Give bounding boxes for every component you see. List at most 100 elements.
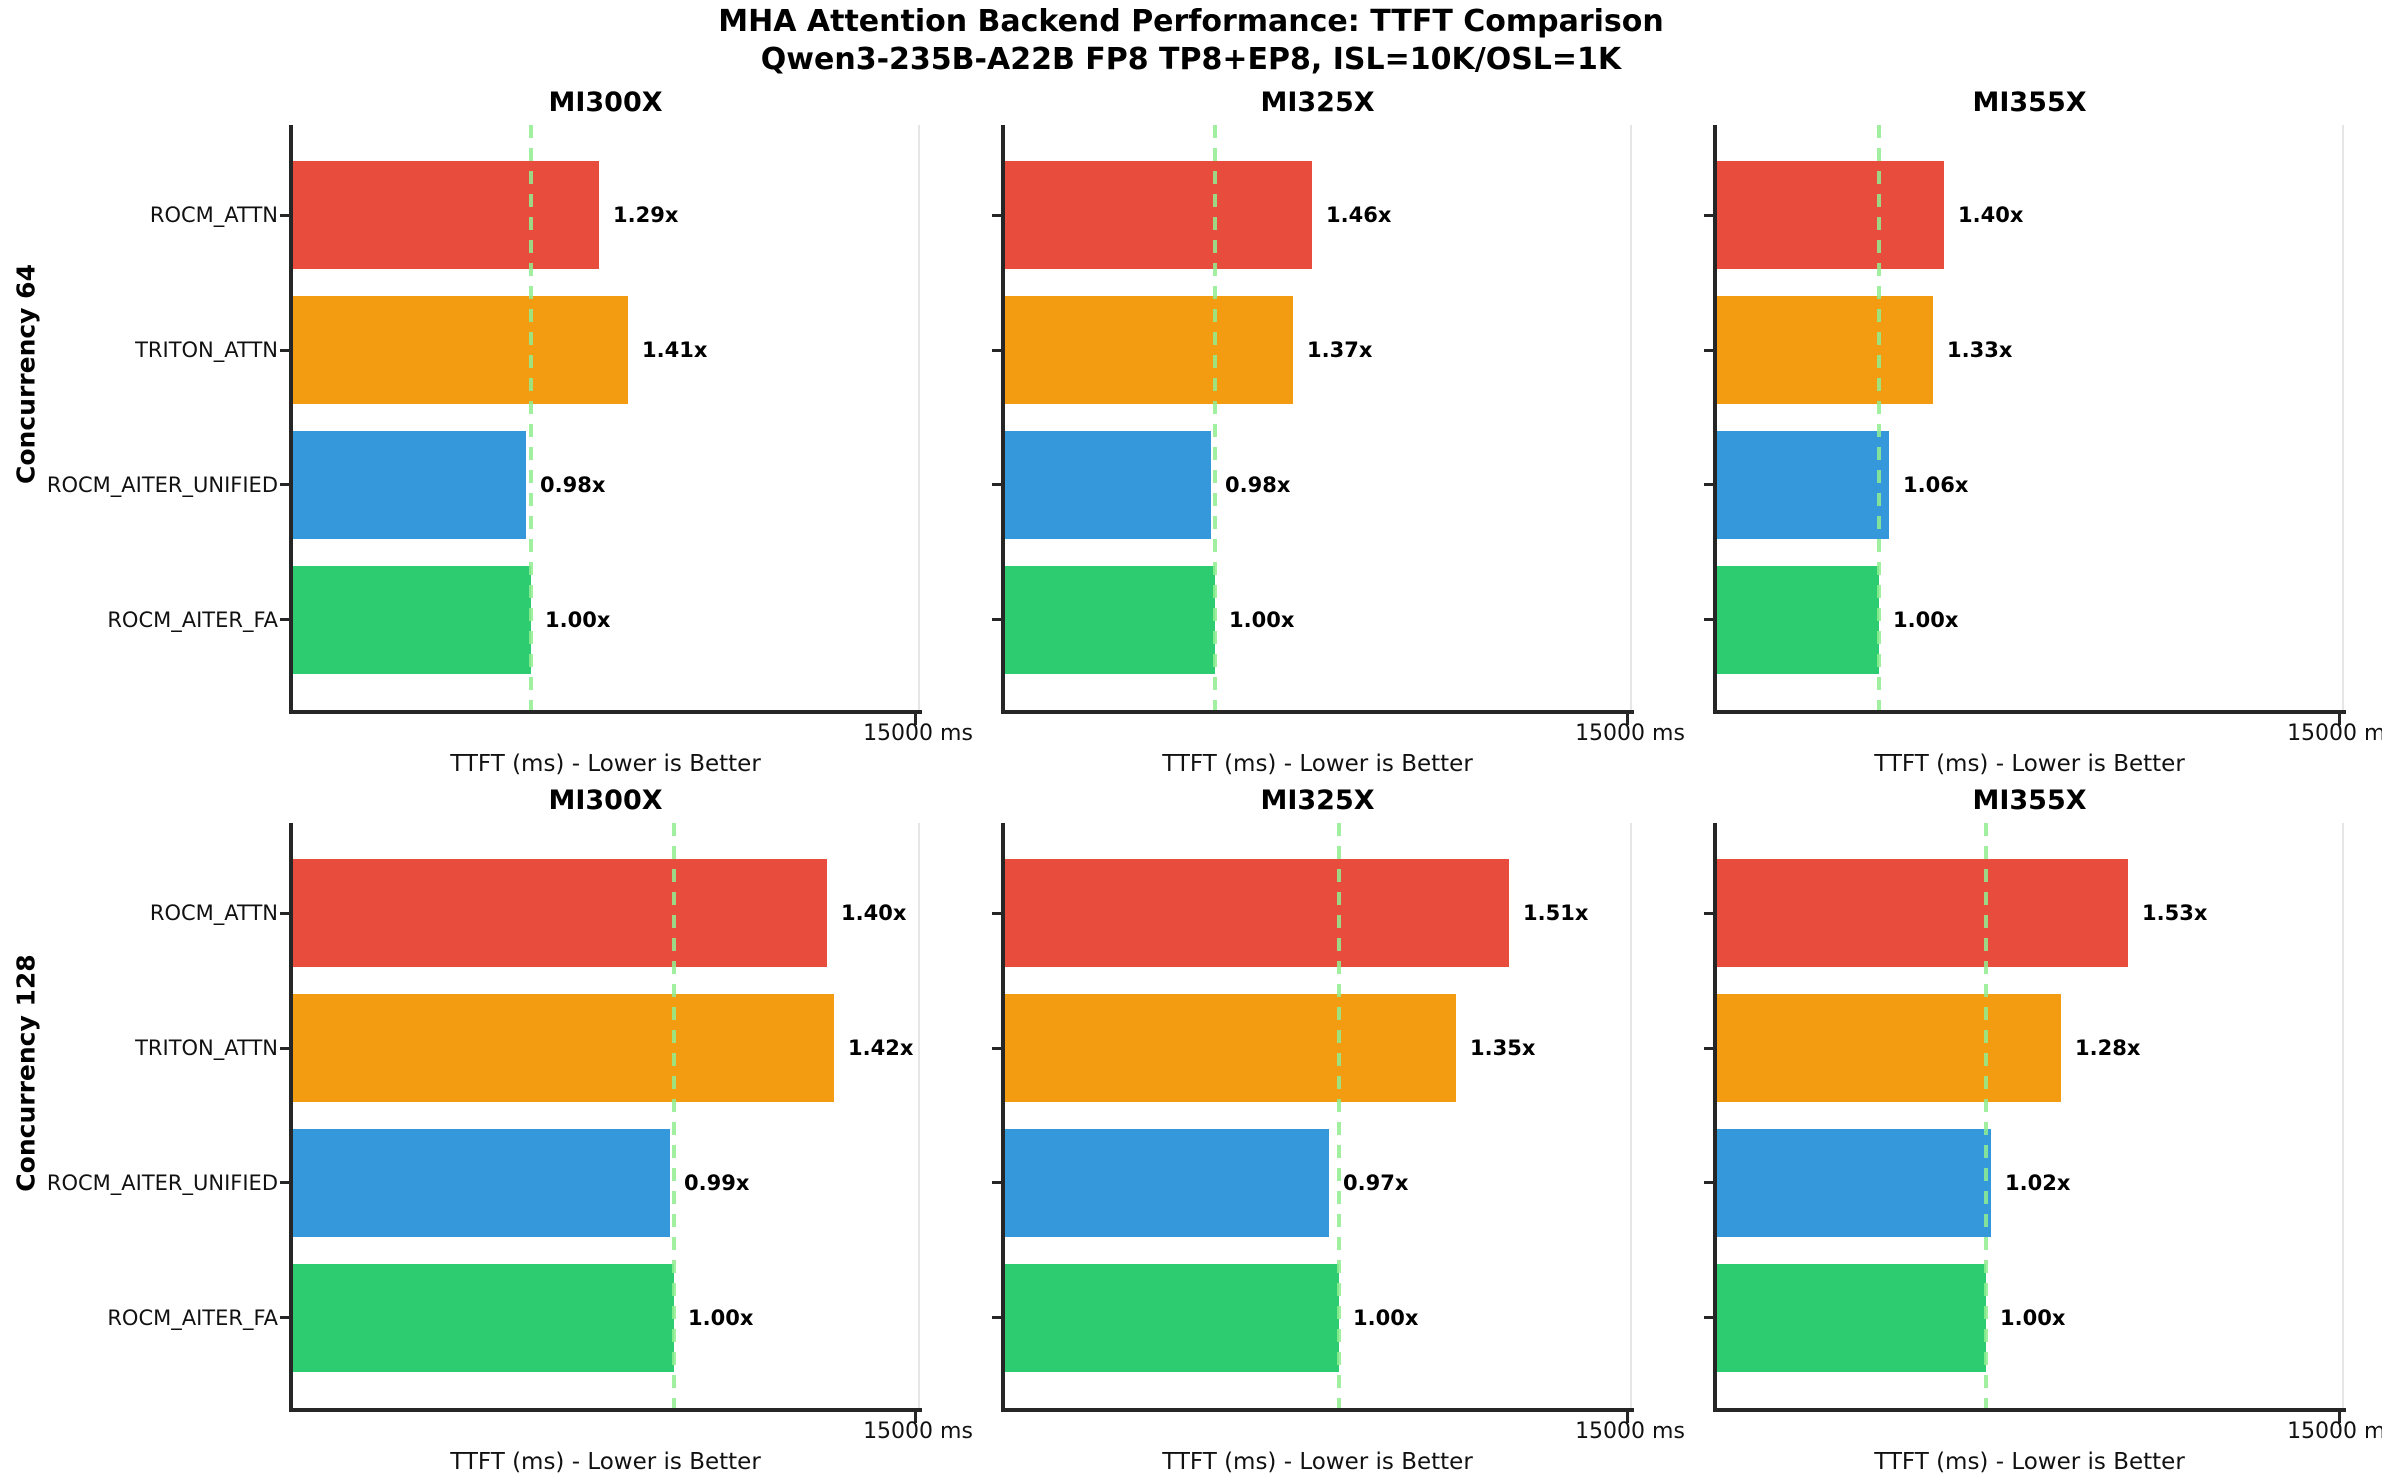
x-tick-label: 15000 ms (1575, 721, 1685, 746)
bar-value-label: 1.41x (642, 338, 708, 362)
y-tick-label-rocm_aiter_unified: ROCM_AITER_UNIFIED (46, 473, 278, 497)
subplot-mi355x-concurrency128: MI355X 1.53x 1.28x 1.02x 1.00x 15000 ms TTF… (1704, 785, 2382, 1475)
x-tick-label: 15000 ms (2287, 721, 2382, 746)
chart-subtitle: Qwen3-235B-A22B FP8 TP8+EP8, ISL=10K/OSL… (760, 42, 1622, 77)
bar-value-label: 1.35x (1470, 1036, 1536, 1060)
bar-rocm_aiter_fa (1717, 566, 1879, 674)
y-tick-label-rocm_attn: ROCM_ATTN (149, 203, 278, 227)
y-tick (280, 1047, 289, 1050)
plot-area: 1.53x 1.28x 1.02x 1.00x (1704, 823, 2346, 1423)
plot-area: 1.40x 1.33x 1.06x 1.00x (1704, 125, 2346, 725)
bar-rocm_aiter_unified (293, 1129, 670, 1237)
bar-rocm_attn (1717, 859, 2128, 967)
subplot-mi325x-concurrency128: MI325X 1.51x 1.35x 0.97x 1.00x 15000 ms TTF… (992, 785, 1685, 1475)
subplot-mi325x-concurrency64: MI325X 1.46x 1.37x 0.98x 1.00x 15000 ms TTF… (992, 87, 1685, 777)
bar-value-label: 1.02x (2005, 1171, 2071, 1195)
bar-triton_attn (293, 296, 628, 404)
chart-title: MHA Attention Backend Performance: TTFT … (718, 4, 1664, 39)
y-tick-label-rocm_aiter_fa: ROCM_AITER_FA (107, 1306, 278, 1330)
baseline-dashed-line (672, 823, 676, 1408)
bar-rocm_aiter_fa (1005, 1264, 1339, 1372)
bar-rocm_aiter_unified (1005, 431, 1211, 539)
y-tick (280, 912, 289, 915)
bar-value-label: 0.98x (1225, 473, 1291, 497)
bottom-spine (1001, 1408, 1634, 1412)
subplot-title: MI300X (548, 785, 663, 816)
y-tick-label-triton_attn: TRITON_ATTN (135, 338, 278, 362)
bar-triton_attn (293, 994, 834, 1102)
x-tick-label: 15000 ms (1575, 1419, 1685, 1444)
y-tick (992, 618, 1001, 621)
bar-value-label: 1.00x (1229, 608, 1295, 632)
left-spine (1713, 823, 1717, 1412)
subplot-title: MI325X (1260, 785, 1375, 816)
left-spine (1001, 823, 1005, 1412)
bar-value-label: 1.00x (2000, 1306, 2066, 1330)
subplot-title: MI325X (1260, 87, 1375, 118)
baseline-dashed-line (529, 125, 533, 710)
bottom-spine (289, 710, 922, 714)
bar-value-label: 1.00x (688, 1306, 754, 1330)
right-spine (1630, 125, 1632, 710)
bar-rocm_attn (293, 161, 599, 269)
bar-value-label: 1.00x (1893, 608, 1959, 632)
bar-triton_attn (1717, 994, 2061, 1102)
x-tick-label: 15000 ms (2287, 1419, 2382, 1444)
subplot-title: MI355X (1972, 87, 2087, 118)
plot-area: 1.40x ROCM_ATTN 1.42x TRITON_ATTN 0.99x ROCM_… (47, 823, 922, 1423)
x-tick-label: 15000 ms (863, 1419, 973, 1444)
bottom-spine (1713, 710, 2346, 714)
y-tick (1704, 618, 1713, 621)
bar-rocm_aiter_fa (1005, 566, 1215, 674)
bar-value-label: 1.29x (613, 203, 679, 227)
plot-area: 1.29x ROCM_ATTN 1.41x TRITON_ATTN 0.98x ROCM_… (47, 125, 922, 725)
bottom-spine (1713, 1408, 2346, 1412)
y-tick (992, 349, 1001, 352)
bar-value-label: 0.97x (1343, 1171, 1409, 1195)
x-tick (914, 714, 917, 725)
y-tick (280, 214, 289, 217)
left-spine (289, 125, 293, 714)
bar-value-label: 1.28x (2075, 1036, 2141, 1060)
subplot-title: MI300X (548, 87, 663, 118)
bar-rocm_attn (1005, 859, 1509, 967)
y-tick-label-rocm_aiter_fa: ROCM_AITER_FA (107, 608, 278, 632)
bar-triton_attn (1005, 994, 1456, 1102)
y-tick (1704, 483, 1713, 486)
plot-area: 1.51x 1.35x 0.97x 1.00x (992, 823, 1634, 1423)
right-spine (2342, 823, 2344, 1408)
bar-value-label: 1.42x (848, 1036, 914, 1060)
subplot-title: MI355X (1972, 785, 2087, 816)
left-spine (1001, 125, 1005, 714)
x-tick (1626, 714, 1629, 725)
bar-value-label: 1.33x (1947, 338, 2013, 362)
y-tick (280, 1316, 289, 1319)
bar-triton_attn (1005, 296, 1293, 404)
plot-area: 1.46x 1.37x 0.98x 1.00x (992, 125, 1634, 725)
y-tick (1704, 1316, 1713, 1319)
y-tick-label-rocm_aiter_unified: ROCM_AITER_UNIFIED (46, 1171, 278, 1195)
x-axis-label: TTFT (ms) - Lower is Better (1162, 751, 1473, 777)
y-tick (280, 349, 289, 352)
right-spine (2342, 125, 2344, 710)
y-tick (992, 912, 1001, 915)
y-tick (280, 618, 289, 621)
bar-rocm_aiter_fa (293, 1264, 674, 1372)
right-spine (918, 125, 920, 710)
subplot-mi300x-concurrency128: MI300X 1.40x ROCM_ATTN 1.42x TRITON_ATTN 0.9… (47, 785, 973, 1475)
right-spine (918, 823, 920, 1408)
baseline-dashed-line (1984, 823, 1988, 1408)
y-tick (1704, 1181, 1713, 1184)
subplot-mi300x-concurrency64: MI300X 1.29x ROCM_ATTN 1.41x TRITON_ATTN 0.9… (47, 87, 973, 777)
bar-rocm_aiter_fa (293, 566, 531, 674)
y-tick (1704, 349, 1713, 352)
y-tick-label-rocm_attn: ROCM_ATTN (149, 901, 278, 925)
baseline-dashed-line (1877, 125, 1881, 710)
baseline-dashed-line (1337, 823, 1341, 1408)
bar-rocm_attn (293, 859, 827, 967)
bar-rocm_aiter_unified (1717, 431, 1889, 539)
left-spine (1713, 125, 1717, 714)
bar-rocm_aiter_unified (1005, 1129, 1329, 1237)
bar-value-label: 0.98x (540, 473, 606, 497)
